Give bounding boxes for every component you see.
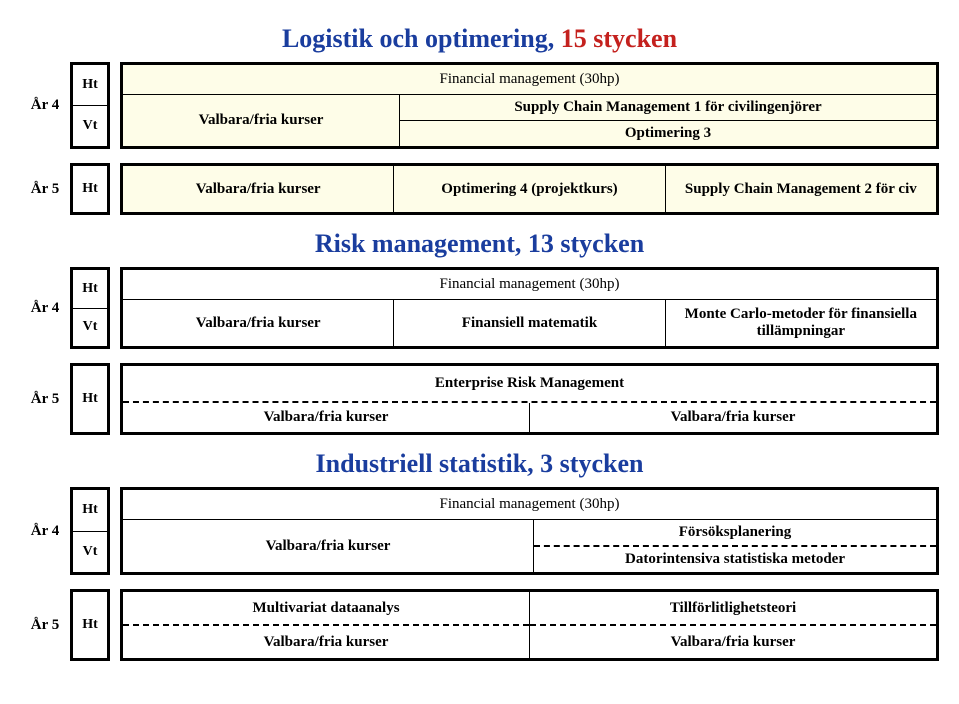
section1-title: Logistik och optimering, 15 stycken	[20, 24, 939, 54]
term-col-y4-s2: Ht Vt	[70, 267, 110, 349]
opt4-cell: Optimering 4 (projektkurs)	[393, 166, 664, 212]
till-cell: Tillförlitlighetsteori	[530, 592, 936, 624]
term-ht-y5-s2: Ht	[73, 366, 107, 432]
scm1-cell: Supply Chain Management 1 för civilingen…	[400, 95, 936, 120]
valfri-bl-s3: Valbara/fria kurser	[123, 624, 529, 658]
fm30-cell-s3: Financial management (30hp)	[123, 490, 936, 519]
section1-year5-row: År 5 Ht Valbara/fria kurser Optimering 4…	[20, 163, 939, 215]
opt3-cell: Optimering 3	[400, 120, 936, 146]
fm30-cell-s2: Financial management (30hp)	[123, 270, 936, 299]
section1-y4-box: Financial management (30hp) Valbara/fria…	[120, 62, 939, 149]
valfri-br-s3: Valbara/fria kurser	[530, 624, 936, 658]
year4-label-s2: År 4	[20, 267, 70, 349]
section3-year4-row: År 4 Ht Vt Financial management (30hp) V…	[20, 487, 939, 575]
erm-cell: Enterprise Risk Management	[123, 366, 936, 401]
term-col-y5-s3: Ht	[70, 589, 110, 661]
valfri-s2: Valbara/fria kurser	[123, 300, 393, 346]
term-col-y4-s3: Ht Vt	[70, 487, 110, 575]
term-vt-s3: Vt	[73, 531, 107, 573]
year5-label-s3: År 5	[20, 589, 70, 661]
section3-y4-box: Financial management (30hp) Valbara/fria…	[120, 487, 939, 575]
term-ht-y5-s3: Ht	[73, 592, 107, 658]
term-col-y4: Ht Vt	[70, 62, 110, 149]
section2-y5-box: Enterprise Risk Management Valbara/fria …	[120, 363, 939, 435]
term-col-y5-s2: Ht	[70, 363, 110, 435]
section2-y4-box: Financial management (30hp) Valbara/fria…	[120, 267, 939, 349]
term-ht-s2: Ht	[73, 270, 107, 308]
valfri-s3: Valbara/fria kurser	[123, 520, 533, 572]
section2-year4-row: År 4 Ht Vt Financial management (30hp) V…	[20, 267, 939, 349]
valfri-l-s2: Valbara/fria kurser	[123, 403, 529, 432]
section1-title-left: Logistik och optimering,	[282, 24, 561, 53]
section3-year5-row: År 5 Ht Multivariat dataanalys Valbara/f…	[20, 589, 939, 661]
year5-label-s2: År 5	[20, 363, 70, 435]
section2-year5-row: År 5 Ht Enterprise Risk Management Valba…	[20, 363, 939, 435]
dator-cell: Datorintensiva statistiska metoder	[534, 545, 936, 572]
multi-cell: Multivariat dataanalys	[123, 592, 529, 624]
fm30-cell: Financial management (30hp)	[123, 65, 936, 94]
section3-y5-box: Multivariat dataanalys Valbara/fria kurs…	[120, 589, 939, 661]
valfri-r-s2: Valbara/fria kurser	[529, 403, 936, 432]
section1-y5-box: Valbara/fria kurser Optimering 4 (projek…	[120, 163, 939, 215]
section1-title-right: 15 stycken	[561, 24, 677, 53]
forsok-cell: Försöksplanering	[534, 520, 936, 545]
term-vt-s2: Vt	[73, 308, 107, 347]
term-ht: Ht	[73, 65, 107, 105]
valfri-y5: Valbara/fria kurser	[123, 166, 393, 212]
section1-year4-row: År 4 Ht Vt Financial management (30hp) V…	[20, 62, 939, 149]
term-vt: Vt	[73, 105, 107, 146]
term-col-y5: Ht	[70, 163, 110, 215]
year4-label-s3: År 4	[20, 487, 70, 575]
section2-title: Risk management, 13 stycken	[20, 229, 939, 259]
section3-title: Industriell statistik, 3 stycken	[20, 449, 939, 479]
term-ht-y5: Ht	[73, 166, 107, 212]
year4-label: År 4	[20, 62, 70, 149]
term-ht-s3: Ht	[73, 490, 107, 531]
scm2-cell: Supply Chain Management 2 för civ	[665, 166, 936, 212]
valfri-cell: Valbara/fria kurser	[123, 95, 399, 146]
year5-label: År 5	[20, 163, 70, 215]
monte-cell: Monte Carlo-metoder för finansiella till…	[665, 300, 936, 346]
finmat-cell: Finansiell matematik	[393, 300, 664, 346]
